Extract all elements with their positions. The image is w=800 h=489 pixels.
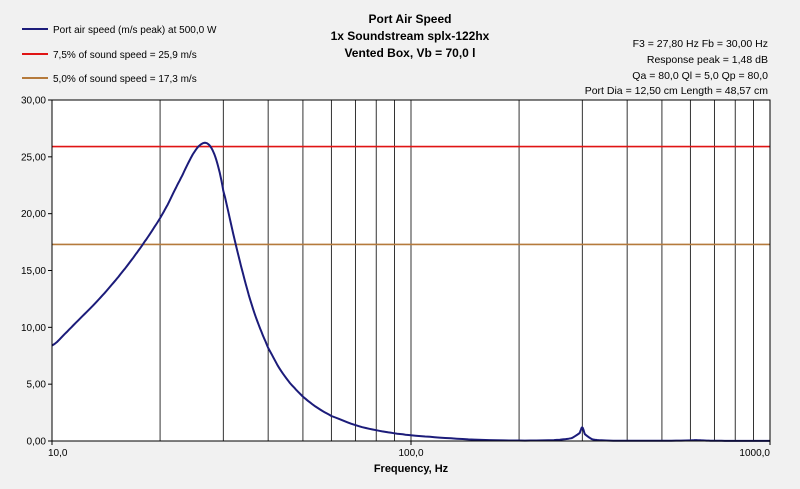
x-axis-label: Frequency, Hz [374, 463, 449, 475]
chart-title: Port Air Speed [369, 12, 452, 26]
y-tick-label: 10,00 [21, 323, 46, 334]
y-tick-label: 0,00 [27, 437, 47, 448]
y-tick-label: 15,00 [21, 266, 46, 277]
y-tick-label: 25,00 [21, 152, 46, 163]
x-tick-label: 1000,0 [739, 448, 770, 459]
x-axis-ticks: 10,0 100,0 1000,0 [48, 441, 771, 459]
info-port-dimensions: Port Dia = 12,50 cm Length = 48,57 cm [585, 85, 769, 97]
chart-subtitle-speaker: 1x Soundstream splx-122hx [331, 29, 490, 43]
info-f3-fb: F3 = 27,80 Hz Fb = 30,00 Hz [633, 38, 768, 50]
grid-lines [159, 100, 754, 441]
x-tick-label: 100,0 [398, 448, 423, 459]
legend-label-limit-7-5: 7,5% of sound speed = 25,9 m/s [53, 50, 197, 61]
legend: Port air speed (m/s peak) at 500,0 W 7,5… [22, 25, 217, 85]
y-tick-label: 30,00 [21, 96, 46, 107]
y-tick-label: 5,00 [27, 380, 47, 391]
y-axis-ticks: 0,00 5,00 10,00 15,00 20,00 25,00 30,00 [21, 96, 52, 448]
x-tick-label: 10,0 [48, 448, 68, 459]
info-block: F3 = 27,80 Hz Fb = 30,00 Hz Response pea… [585, 38, 769, 97]
info-response-peak: Response peak = 1,48 dB [647, 54, 768, 66]
y-tick-label: 20,00 [21, 209, 46, 220]
info-q-values: Qa = 80,0 Ql = 5,0 Qp = 80,0 [632, 70, 768, 82]
legend-label-air-speed: Port air speed (m/s peak) at 500,0 W [53, 25, 217, 36]
legend-label-limit-5-0: 5,0% of sound speed = 17,3 m/s [53, 74, 197, 85]
chart-subtitle-box: Vented Box, Vb = 70,0 l [344, 46, 475, 60]
